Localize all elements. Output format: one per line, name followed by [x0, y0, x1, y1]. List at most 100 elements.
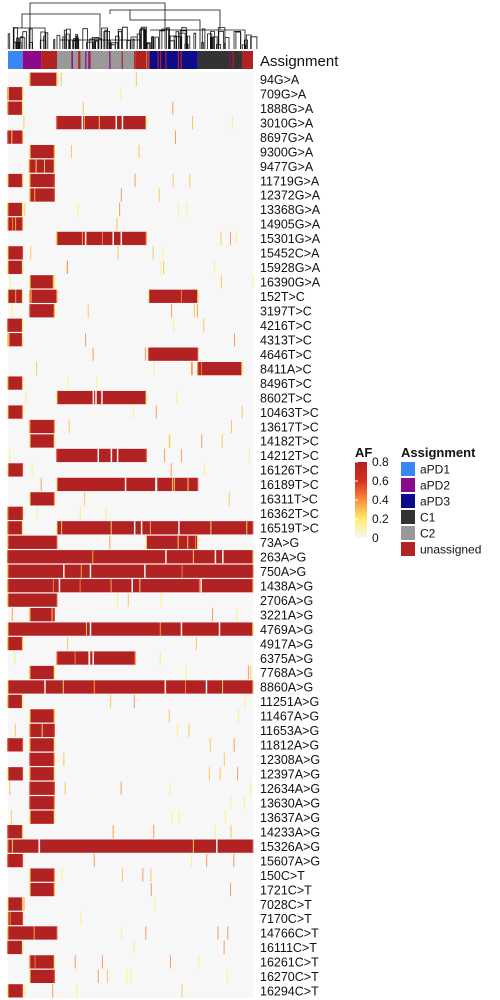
heatmap-cell-mid	[29, 969, 31, 984]
annotation-segment-C1	[197, 51, 242, 69]
heatmap-cell-mid	[7, 636, 9, 651]
heatmap-cell-mid	[110, 579, 112, 593]
heatmap-cell-high	[8, 738, 23, 752]
row-label: 2706A>G	[260, 594, 313, 608]
heatmap-row	[7, 376, 98, 390]
heatmap-cell-mid	[53, 173, 55, 188]
heatmap-cell-mid	[185, 665, 187, 680]
heatmap-cell-mid	[236, 607, 238, 622]
heatmap-cell-mid	[210, 521, 212, 535]
heatmap-cell-mid	[152, 246, 154, 260]
row-label: 13637A>G	[260, 811, 320, 825]
heatmap-cell-mid	[35, 159, 37, 173]
heatmap-cell-high	[30, 709, 55, 723]
heatmap-cell-mid	[29, 492, 31, 506]
heatmap-cell-mid	[112, 825, 114, 839]
heatmap-cell-low	[200, 579, 202, 593]
row-label: 13368G>A	[260, 203, 321, 217]
row-label: 13630A>G	[260, 796, 320, 810]
heatmap-cell-mid	[60, 72, 62, 86]
heatmap-cell-mid	[53, 810, 55, 824]
heatmap-cell-mid	[14, 723, 16, 738]
heatmap-cell-mid	[230, 419, 232, 434]
heatmap-cell-high	[8, 101, 23, 115]
heatmap-cell-mid	[187, 477, 189, 492]
row-label: 16270C>T	[260, 970, 319, 984]
heatmap-cell-high	[8, 506, 23, 520]
heatmap-cell-mid	[9, 781, 11, 795]
heatmap-cell-mid	[7, 680, 9, 694]
legend-label: C1	[420, 511, 436, 525]
row-label: 8697G>A	[260, 131, 314, 145]
heatmap-cell-mid	[214, 260, 216, 274]
heatmap-cell-mid	[142, 868, 144, 882]
heatmap-cell-mid	[177, 535, 179, 549]
heatmap-row	[7, 738, 235, 752]
heatmap-row	[7, 911, 82, 926]
heatmap-row	[56, 231, 237, 246]
heatmap-cell-high	[30, 767, 55, 781]
heatmap-row	[29, 955, 200, 969]
row-label: 12634A>G	[260, 782, 320, 796]
row-label: 12308A>G	[260, 753, 320, 767]
heatmap-cell-mid	[56, 231, 58, 246]
heatmap-cell-mid	[109, 535, 111, 549]
heatmap-cell-mid	[212, 607, 214, 622]
heatmap-cell-mid	[145, 535, 147, 549]
heatmap-cell-high	[30, 665, 55, 680]
heatmap-row	[28, 159, 55, 173]
annotation-tick	[85, 51, 87, 69]
heatmap-cell-mid	[21, 940, 24, 955]
heatmap-cell-mid	[149, 521, 151, 535]
row-label: 152T>C	[260, 290, 305, 304]
heatmap-background	[8, 72, 253, 999]
heatmap-cell-mid	[53, 882, 55, 897]
af-legend: AF 0.8 0.6 0.4 0.2 0	[355, 445, 389, 545]
heatmap-cell-high	[30, 607, 55, 622]
heatmap-cell-mid	[168, 709, 170, 723]
heatmap-cell-mid	[33, 926, 35, 940]
heatmap-cell-high	[57, 477, 198, 492]
heatmap-cell-mid	[187, 535, 189, 549]
heatmap-cell-mid	[7, 521, 9, 535]
heatmap-cell-mid	[172, 173, 174, 188]
heatmap-cell-high	[30, 796, 55, 810]
heatmap-cell-low	[133, 521, 136, 535]
heatmap-cell-mid	[145, 116, 147, 130]
row-label: 11719G>A	[260, 174, 320, 188]
heatmap-cell-mid	[74, 955, 76, 969]
heatmap-cell-low	[58, 579, 61, 593]
heatmap-row	[29, 434, 223, 448]
heatmap-row	[7, 940, 225, 955]
heatmap-cell-mid	[56, 535, 58, 549]
heatmap-cell-mid	[29, 289, 31, 303]
heatmap-cell-mid	[252, 564, 254, 578]
heatmap-row	[7, 333, 236, 347]
heatmap-cell-high	[8, 984, 23, 998]
heatmap-row	[29, 144, 140, 159]
heatmap-cell-mid	[12, 217, 14, 231]
heatmap-cell-mid	[24, 984, 26, 998]
heatmap-cell-mid	[79, 506, 81, 520]
heatmap-body	[7, 72, 254, 999]
heatmap-cell-mid	[7, 405, 9, 419]
row-label: 16189T>C	[260, 478, 319, 492]
legend-swatch-aPD2	[401, 478, 415, 492]
heatmap-cell-mid	[29, 419, 31, 434]
row-label: 16126T>C	[260, 464, 319, 478]
heatmap-cell-mid	[7, 246, 9, 260]
heatmap-row	[7, 260, 216, 274]
row-label: 14233A>G	[260, 825, 320, 839]
heatmap-cell-mid	[29, 796, 31, 810]
annotation-tick	[165, 51, 167, 69]
row-label: 4216T>C	[260, 319, 312, 333]
row-label: 15301G>A	[260, 232, 321, 246]
heatmap-cell-mid	[53, 665, 55, 680]
heatmap-row	[29, 868, 152, 882]
heatmap-cell-mid	[34, 955, 36, 969]
heatmap-cell-mid	[169, 955, 171, 969]
heatmap-row	[7, 101, 174, 115]
heatmap-row	[7, 535, 199, 549]
heatmap-cell-mid	[51, 607, 53, 622]
